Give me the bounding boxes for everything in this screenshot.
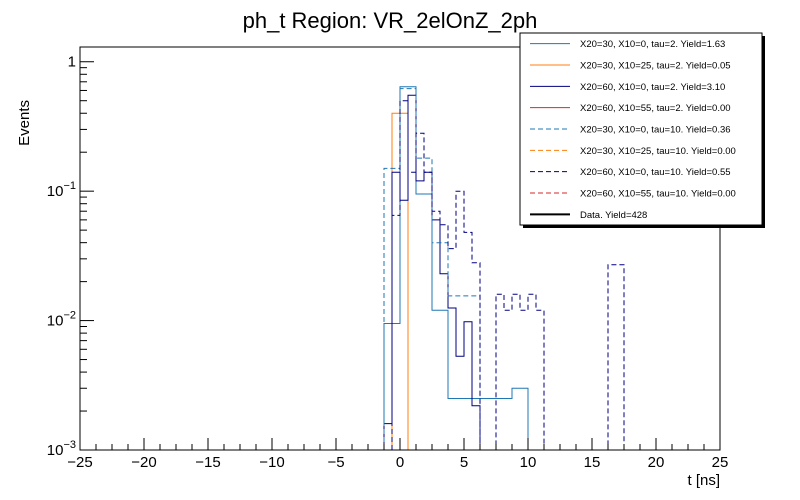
x-tick-label: 0 <box>396 454 404 471</box>
x-tick-label: −5 <box>327 454 344 471</box>
y-tick-label: 10−1 <box>47 180 76 200</box>
x-tick-label: 5 <box>460 454 468 471</box>
y-tick-label: 1 <box>68 54 76 71</box>
y-tick-exponent: −1 <box>63 180 76 192</box>
y-tick-exponent: −3 <box>63 439 76 451</box>
chart-title: ph_t Region: VR_2elOnZ_2ph <box>243 8 538 33</box>
legend-entry-label: Data. Yield=428 <box>580 210 647 221</box>
legend-entry-label: X20=30, X10=0, tau=2. Yield=1.63 <box>580 39 725 50</box>
series-line-6 <box>391 100 640 451</box>
series-line-0 <box>383 86 529 450</box>
legend-entry-label: X20=30, X10=25, tau=2. Yield=0.05 <box>580 61 731 72</box>
x-tick-label: −15 <box>195 454 220 471</box>
y-axis-label: Events <box>16 100 33 146</box>
y-tick-exponent: −2 <box>63 310 76 322</box>
y-tick-base: 10 <box>47 442 64 459</box>
legend: X20=30, X10=0, tau=2. Yield=1.63 X20=30, … <box>519 32 765 228</box>
legend-entry-label: X20=30, X10=0, tau=10. Yield=0.36 <box>580 125 731 136</box>
legend-entry-label: X20=60, X10=0, tau=10. Yield=0.55 <box>580 167 731 178</box>
x-tick-label: 10 <box>520 454 537 471</box>
x-tick-label: −10 <box>259 454 284 471</box>
x-tick-label: −25 <box>67 454 92 471</box>
x-tick-label: 15 <box>584 454 601 471</box>
x-tick-label: 25 <box>712 454 729 471</box>
legend-entry-label: X20=30, X10=25, tau=10. Yield=0.00 <box>580 146 736 157</box>
legend-entry-label: X20=60, X10=55, tau=10. Yield=0.00 <box>580 189 736 200</box>
x-tick-label: −20 <box>131 454 156 471</box>
y-tick-label: 10−3 <box>47 439 76 459</box>
legend-entry-label: X20=60, X10=55, tau=2. Yield=0.00 <box>580 103 731 114</box>
legend-entry-label: X20=60, X10=0, tau=2. Yield=3.10 <box>580 82 725 93</box>
y-tick-base: 10 <box>47 313 64 330</box>
x-axis-label: t [ns] <box>687 472 720 489</box>
plot-area <box>80 86 720 451</box>
y-tick-base: 10 <box>47 183 64 200</box>
x-tick-label: 20 <box>648 454 665 471</box>
y-tick-label: 10−2 <box>47 310 76 330</box>
